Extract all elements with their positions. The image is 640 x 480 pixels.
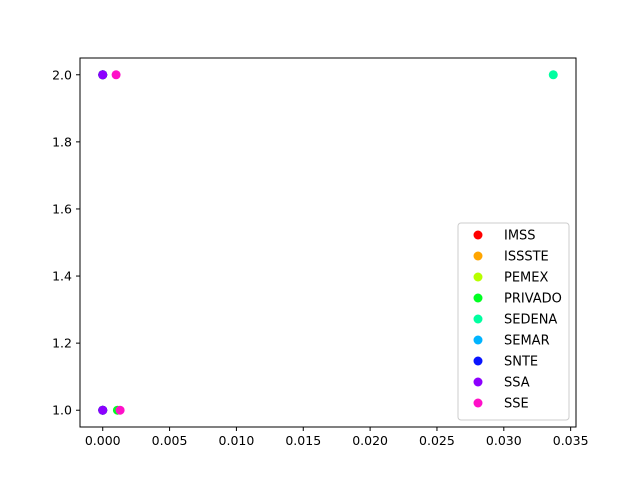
- x-tick-label: 0.015: [285, 433, 321, 448]
- x-tick-label: 0.005: [152, 433, 188, 448]
- legend-marker: [473, 293, 483, 303]
- legend-label: SSA: [504, 376, 530, 391]
- x-tick-label: 0.035: [553, 433, 589, 448]
- data-point-sedena: [548, 70, 558, 80]
- legend-label: IMSS: [504, 229, 536, 244]
- legend-label: SNTE: [504, 355, 538, 370]
- x-tick-label: 0.020: [352, 433, 388, 448]
- legend: IMSS ISSSTE PEMEX PRIVADO SEDENA SEMAR SNTE SSA…: [457, 222, 570, 421]
- legend-label: SEMAR: [504, 334, 550, 349]
- x-tick-label: 0.030: [486, 433, 522, 448]
- data-point-ssa: [98, 405, 108, 415]
- legend-label: SEDENA: [504, 313, 557, 328]
- legend-label: SSE: [504, 397, 529, 412]
- y-tick-label: 2.0: [52, 67, 72, 82]
- x-tick-label: 0.025: [419, 433, 455, 448]
- legend-marker: [473, 398, 483, 408]
- y-tick-label: 1.8: [52, 134, 72, 149]
- legend-label: PRIVADO: [504, 292, 562, 307]
- legend-marker: [473, 230, 483, 240]
- legend-marker: [473, 251, 483, 261]
- y-tick-label: 1.6: [52, 201, 72, 216]
- x-tick-label: 0.010: [219, 433, 255, 448]
- points-layer: [98, 70, 558, 415]
- data-point-sse: [115, 405, 125, 415]
- legend-marker: [473, 272, 483, 282]
- ticks-layer: 0.000 0.005 0.010 0.015 0.020 0.025 0.030 0.035…: [52, 67, 588, 448]
- legend-marker: [473, 314, 483, 324]
- legend-marker: [473, 377, 483, 387]
- legend-label: ISSSTE: [504, 250, 549, 265]
- legend-marker: [473, 335, 483, 345]
- legend-marker: [473, 356, 483, 366]
- y-tick-label: 1.0: [52, 403, 72, 418]
- y-tick-label: 1.2: [52, 336, 72, 351]
- x-tick-label: 0.000: [85, 433, 121, 448]
- legend-box: [457, 222, 570, 421]
- data-point-sse: [111, 70, 121, 80]
- y-tick-label: 1.4: [52, 269, 72, 284]
- data-point-ssa: [98, 70, 108, 80]
- legend-label: PEMEX: [504, 271, 548, 286]
- plot-frame: [79, 57, 577, 428]
